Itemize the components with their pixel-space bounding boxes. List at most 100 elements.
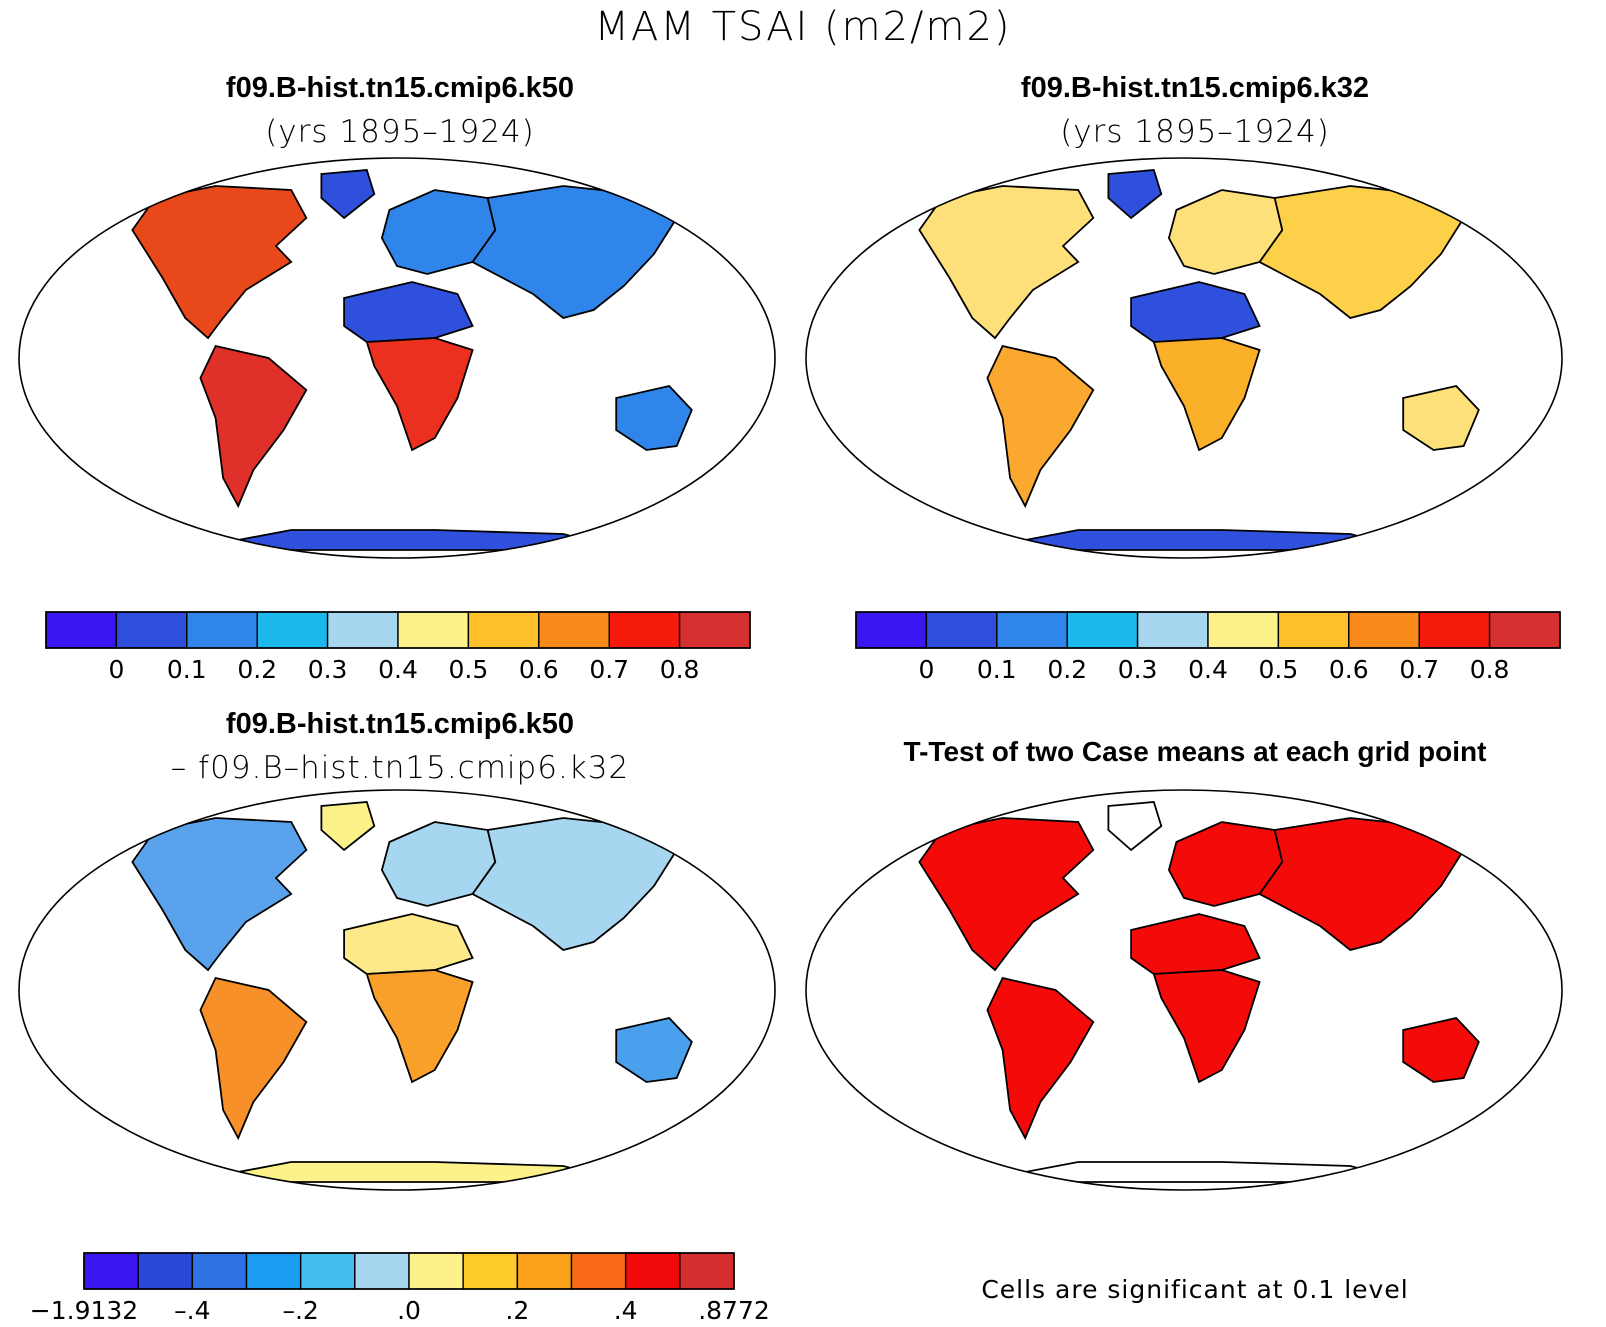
colorbar-label: 0.2 [1047, 655, 1087, 684]
panel-subtitle-k32: (yrs 1895–1924) [1060, 114, 1330, 150]
colorbar-label: 0.4 [378, 655, 418, 684]
colorbar-label: .4 [614, 1296, 638, 1325]
panel-title-diff: f09.B-hist.tn15.cmip6.k50 [225, 708, 575, 740]
region-af_s [1152, 337, 1261, 452]
region-au [1402, 1017, 1480, 1083]
colorbar-label: 0.5 [1259, 655, 1299, 684]
colorbar-label: 0.5 [449, 655, 489, 684]
colorbar-swatch [467, 611, 540, 649]
region-au [615, 1017, 693, 1083]
colorbar-label: –.2 [282, 1296, 318, 1325]
colorbar-label: 0.8 [660, 655, 700, 684]
colorbar-swatch [186, 611, 258, 649]
region-au [615, 385, 693, 451]
colorbar-label: 0.6 [519, 655, 559, 684]
region-af_n [1130, 913, 1261, 975]
colorbar-swatch [354, 1252, 410, 1290]
region-af_s [1152, 969, 1261, 1084]
colorbar-label: 0.1 [977, 655, 1017, 684]
region-gr [320, 801, 376, 852]
colorbar-swatch [996, 611, 1068, 649]
colorbar-swatch [1418, 611, 1491, 649]
region-sa [199, 344, 308, 509]
region-ant [185, 529, 625, 551]
colorbar-k50: 0 0.1 0.2 0.3 0.4 0.5 0.6 0.7 0.8 [45, 611, 751, 684]
colorbar-swatch [608, 611, 681, 649]
colorbar-swatch [299, 1252, 356, 1290]
colorbar-swatch [256, 611, 329, 649]
map-k50 [18, 157, 776, 559]
colorbar-k32: 0 0.1 0.2 0.3 0.4 0.5 0.6 0.7 0.8 [855, 611, 1561, 684]
colorbar-label: 0.1 [167, 655, 207, 684]
region-au [1402, 385, 1480, 451]
colorbar-label: 0 [108, 655, 124, 684]
colorbar-swatch [1066, 611, 1139, 649]
colorbar-swatch [191, 1252, 248, 1290]
region-af_n [343, 913, 474, 975]
ttest-note: Cells are significant at 0.1 level [981, 1275, 1409, 1304]
region-na [131, 817, 308, 972]
map-ttest [805, 789, 1563, 1191]
colorbar-swatch [570, 1252, 627, 1290]
region-ant [972, 1161, 1412, 1183]
colorbar-swatch [326, 611, 399, 649]
region-af_s [365, 337, 474, 452]
colorbar-label: .0 [397, 1296, 421, 1325]
colorbar-swatch [624, 1252, 681, 1290]
region-gr [320, 169, 376, 220]
colorbar-swatch [1277, 611, 1350, 649]
colorbar-label: 0.7 [589, 655, 629, 684]
colorbar-label: 0.3 [1118, 655, 1158, 684]
colorbar-swatch [83, 1252, 139, 1290]
colorbar-swatch [397, 611, 470, 649]
region-ant [185, 1161, 625, 1183]
colorbar-swatch [245, 1252, 302, 1290]
map-border [805, 789, 1563, 1191]
colorbar-swatch [1488, 611, 1561, 649]
colorbar-swatch [1207, 611, 1280, 649]
region-na [131, 185, 308, 340]
colorbar-swatch [115, 611, 188, 649]
panel-subtitle-k50: (yrs 1895–1924) [265, 114, 535, 150]
colorbar-swatch [408, 1252, 464, 1290]
colorbar-label: 0.2 [237, 655, 277, 684]
colorbar-swatch [1348, 611, 1420, 649]
colorbar-swatch [538, 611, 610, 649]
colorbar-label: 0.4 [1188, 655, 1228, 684]
colorbar-swatch [855, 611, 928, 649]
region-gr [1107, 801, 1163, 852]
colorbar-swatch [679, 1252, 735, 1290]
colorbar-swatch [678, 611, 751, 649]
region-as [1258, 185, 1465, 319]
colorbar-swatch [137, 1252, 194, 1290]
colorbar-label: 0.7 [1399, 655, 1439, 684]
map-border [805, 157, 1563, 559]
region-as [471, 185, 678, 319]
colorbar-label: 0 [918, 655, 934, 684]
region-sa [986, 344, 1095, 509]
colorbar-diff: −1.9132 –.4 –.2 .0 .2 .4 .8772 [30, 1252, 770, 1325]
region-af_n [343, 281, 474, 343]
map-border [18, 789, 776, 1191]
colorbar-label: .2 [505, 1296, 529, 1325]
colorbar-swatch [462, 1252, 519, 1290]
panel-title-k50: f09.B-hist.tn15.cmip6.k50 [225, 72, 575, 104]
colorbar-swatch [1136, 611, 1209, 649]
colorbar-label: 0.3 [308, 655, 348, 684]
region-na [918, 817, 1095, 972]
map-diff [18, 789, 776, 1191]
region-as [1258, 817, 1465, 951]
panel-subtitle-diff: – f09.B–hist.tn15.cmip6.k32 [170, 750, 630, 786]
colorbar-label: –.4 [174, 1296, 210, 1325]
region-sa [199, 976, 308, 1141]
colorbar-label: 0.6 [1329, 655, 1369, 684]
region-af_s [365, 969, 474, 1084]
colorbar-swatch [516, 1252, 573, 1290]
colorbar-label: 0.8 [1470, 655, 1510, 684]
region-ant [972, 529, 1412, 551]
colorbar-label: −1.9132 [30, 1296, 138, 1325]
region-gr [1107, 169, 1163, 220]
colorbar-swatch [45, 611, 118, 649]
region-sa [986, 976, 1095, 1141]
colorbar-label: .8772 [698, 1296, 770, 1325]
